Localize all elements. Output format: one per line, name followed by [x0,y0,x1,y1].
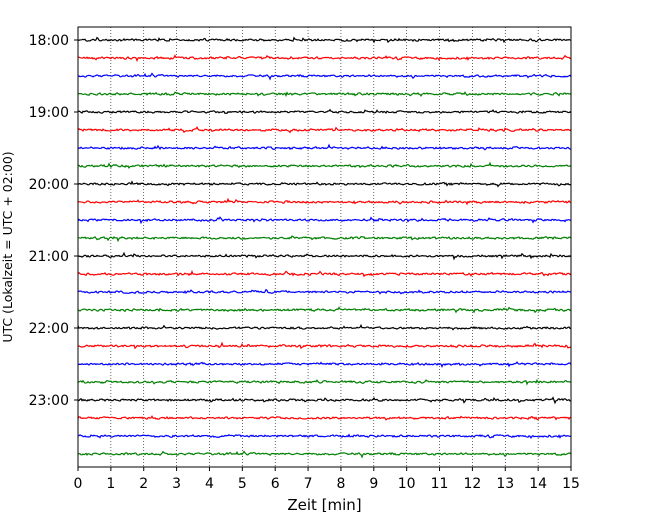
trace-row-16 [77,323,571,331]
trace-row-1 [77,54,572,63]
trace-row-22 [77,433,572,440]
x-tick-label-0: 0 [74,476,83,492]
trace-row-5 [77,126,572,134]
x-tick-label-15: 15 [562,476,580,492]
x-tick-label-8: 8 [336,476,345,492]
x-tick-label-2: 2 [139,476,148,492]
x-axis-ticks: 0 1 2 3 4 5 6 7 8 9 10 11 12 13 14 15 [74,467,580,492]
trace-row-10 [77,216,572,225]
x-tick-label-3: 3 [172,476,181,492]
trace-row-15 [77,306,572,314]
y-tick-label-0: 18:00 [29,33,69,49]
y-tick-label-1: 19:00 [29,105,69,121]
y-tick-label-3: 21:00 [29,249,69,265]
x-tick-label-11: 11 [431,476,449,492]
x-tick-label-14: 14 [529,476,547,492]
trace-row-18 [77,361,572,369]
x-tick-label-1: 1 [106,476,115,492]
trace-row-2 [77,72,572,81]
trace-row-11 [77,235,572,243]
trace-row-12 [77,251,572,261]
trace-row-13 [77,269,572,278]
x-tick-label-13: 13 [496,476,514,492]
trace-row-14 [77,288,572,295]
x-tick-label-4: 4 [205,476,214,492]
x-tick-label-7: 7 [304,476,313,492]
y-tick-label-4: 22:00 [29,321,69,337]
trace-group [77,36,572,459]
x-tick-label-6: 6 [271,476,280,492]
trace-row-19 [77,378,572,386]
trace-row-7 [77,161,572,169]
x-axis-label: Zeit [min] [287,496,361,514]
trace-row-6 [77,143,572,151]
y-axis-label: UTC (Lokalzeit = UTC + 02:00) [0,151,15,342]
trace-row-20 [77,396,572,405]
trace-row-21 [77,415,572,421]
trace-row-23 [77,450,572,459]
y-tick-label-5: 23:00 [29,393,69,409]
trace-row-9 [77,197,572,206]
x-tick-label-9: 9 [369,476,378,492]
x-tick-label-12: 12 [463,476,481,492]
trace-row-4 [77,108,572,115]
vertical-grid [110,27,539,467]
trace-row-8 [77,180,572,188]
plot-frame [77,26,572,468]
y-tick-label-2: 20:00 [29,177,69,193]
x-tick-label-10: 10 [398,476,416,492]
y-axis-ticks: 18:00 19:00 20:00 21:00 22:00 23:00 [29,33,78,409]
trace-row-0 [77,36,572,44]
trace-row-17 [77,341,572,350]
trace-row-3 [77,91,572,98]
x-tick-label-5: 5 [238,476,247,492]
